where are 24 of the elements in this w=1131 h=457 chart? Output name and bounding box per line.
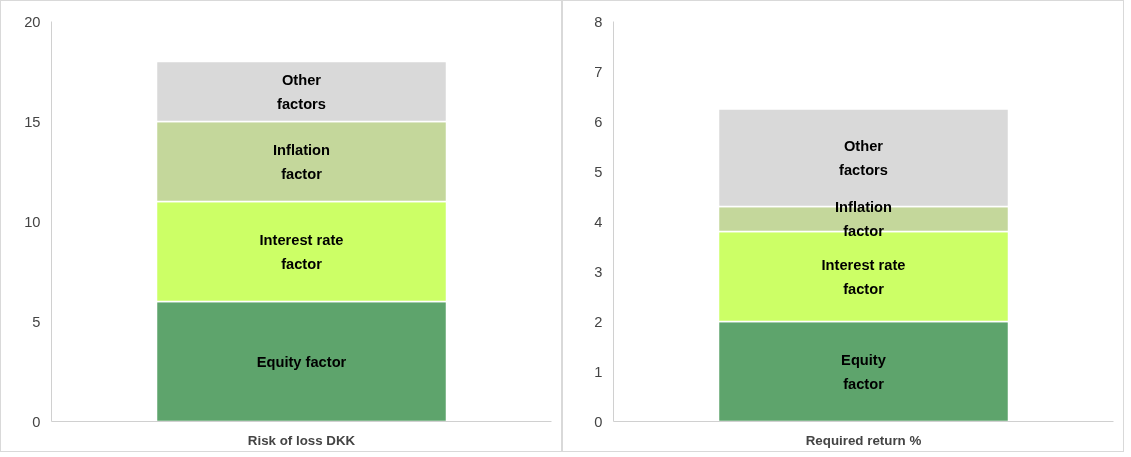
y-tick-label: 3 (594, 263, 603, 280)
x-tick-label: Risk of loss DKK (247, 432, 356, 448)
series-label: Inflation factor (273, 141, 331, 182)
series-label: Other factors (839, 137, 888, 178)
y-tick-label: 0 (594, 413, 603, 430)
y-tick-label: 1 (594, 363, 603, 380)
y-tick-label: 20 (24, 13, 41, 30)
y-tick-label: 5 (32, 313, 41, 330)
y-tick-label: 6 (594, 113, 603, 130)
y-tick-label: 5 (594, 163, 603, 180)
y-tick-label: 0 (32, 413, 41, 430)
series-label: Inflation factor (835, 199, 893, 239)
y-tick-label: 7 (594, 63, 603, 80)
y-tick-label: 8 (594, 13, 603, 30)
series-label: Equity factor (256, 353, 347, 370)
x-tick-label: Required return % (805, 432, 922, 448)
series-label: Interest rate factor (821, 256, 906, 297)
series-label: Other factors (277, 71, 326, 112)
y-tick-label: 10 (24, 213, 41, 230)
y-tick-label: 4 (594, 213, 603, 230)
y-tick-label: 2 (594, 313, 603, 330)
y-tick-label: 15 (24, 113, 41, 130)
series-label: Equity factor (841, 351, 887, 392)
series-label: Interest rate factor (259, 231, 344, 272)
